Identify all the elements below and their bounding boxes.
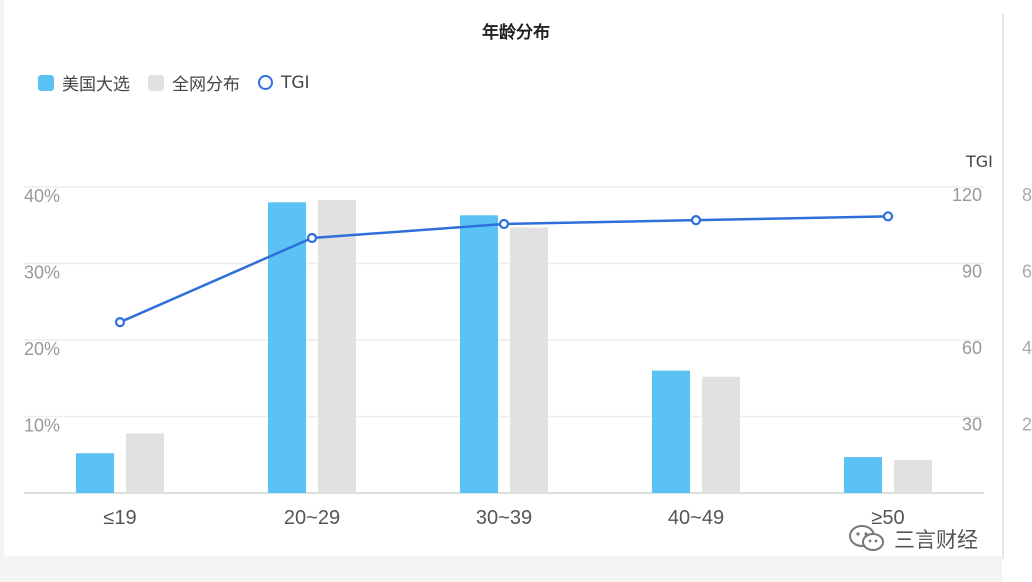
legend-item-tgi[interactable]: TGI bbox=[258, 73, 310, 93]
y-right-tick-label: 30 bbox=[962, 415, 982, 435]
x-tick-label: 20~29 bbox=[284, 507, 340, 529]
bar-network-5 bbox=[894, 460, 932, 493]
x-tick-label: ≥50 bbox=[871, 507, 904, 529]
y-left-tick-label: 20% bbox=[24, 339, 60, 359]
wechat-icon bbox=[848, 524, 886, 554]
tgi-point-3 bbox=[498, 218, 510, 230]
watermark: 三言财经 bbox=[848, 524, 978, 554]
watermark-text: 三言财经 bbox=[894, 528, 978, 552]
y-right-axis-title: TGI bbox=[966, 152, 993, 171]
adjacent-axis-tick: 8 bbox=[1022, 185, 1032, 205]
legend-label-network: 全网分布 bbox=[172, 75, 240, 95]
tgi-point-4 bbox=[690, 215, 702, 226]
tgi-point-5 bbox=[882, 211, 894, 222]
bar-us-election-2 bbox=[268, 202, 306, 494]
y-right-tick-label: 90 bbox=[962, 262, 982, 282]
legend-swatch-network bbox=[148, 74, 164, 91]
y-right-tick-label: 60 bbox=[962, 338, 982, 358]
adjacent-axis-tick: 4 bbox=[1022, 338, 1032, 358]
legend-item-us-election[interactable]: 美国大选 bbox=[38, 70, 130, 95]
adjacent-axis-tick: 2 bbox=[1022, 415, 1032, 435]
x-tick-label: 30~39 bbox=[476, 507, 532, 529]
legend-item-network[interactable]: 全网分布 bbox=[148, 70, 240, 95]
y-left-tick-label: 40% bbox=[24, 186, 60, 206]
adjacent-axis-tick: 6 bbox=[1022, 262, 1032, 282]
chart-panel bbox=[4, 0, 1002, 556]
x-tick-label: ≤19 bbox=[103, 507, 136, 529]
bar-network-3 bbox=[510, 227, 548, 494]
x-tick-label: 40~49 bbox=[668, 507, 724, 529]
y-left-tick-label: 30% bbox=[24, 263, 60, 283]
tgi-line bbox=[119, 215, 889, 324]
bar-us-election-5 bbox=[844, 457, 882, 493]
legend-label-tgi: TGI bbox=[281, 72, 310, 93]
bar-network-2 bbox=[318, 200, 356, 493]
bar-network-1 bbox=[126, 433, 164, 493]
y-left-tick-label: 10% bbox=[24, 416, 60, 436]
legend: 美国大选 全网分布 TGI bbox=[38, 70, 310, 95]
tgi-point-2 bbox=[306, 232, 318, 244]
bar-us-election-4 bbox=[652, 370, 690, 493]
legend-swatch-us-election bbox=[38, 74, 54, 91]
bar-us-election-1 bbox=[76, 453, 114, 493]
panel-divider bbox=[1002, 14, 1004, 559]
bar-us-election-3 bbox=[460, 215, 498, 493]
y-right-tick-label: 120 bbox=[952, 185, 982, 205]
chart-title: 年龄分布 bbox=[482, 23, 550, 43]
bar-network-4 bbox=[702, 376, 740, 493]
adjacent-chart-strip bbox=[1002, 0, 1032, 582]
legend-ring-tgi-icon bbox=[258, 75, 273, 90]
tgi-point-1 bbox=[114, 317, 126, 328]
legend-label-us-election: 美国大选 bbox=[62, 75, 130, 95]
